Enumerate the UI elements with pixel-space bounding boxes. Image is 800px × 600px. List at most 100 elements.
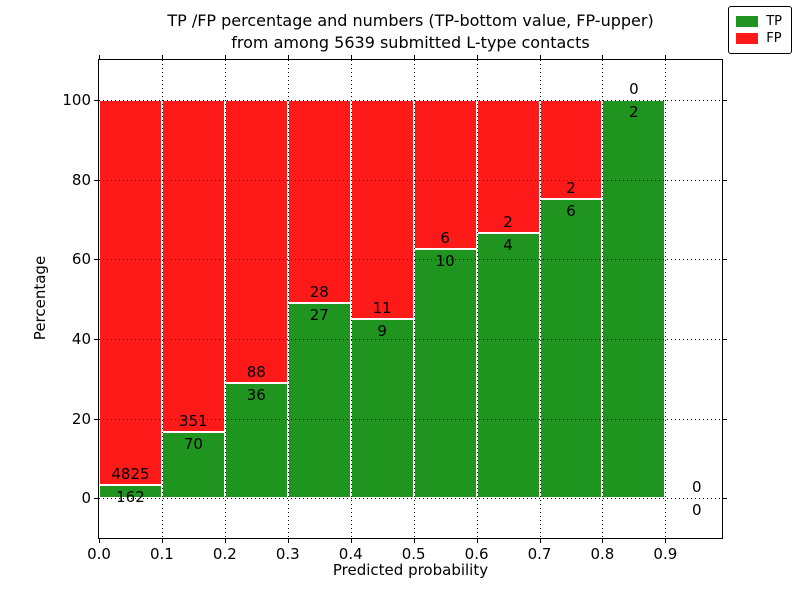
h-gridline xyxy=(99,259,722,261)
fp-bar xyxy=(99,99,162,486)
fp-count-label: 0 xyxy=(629,79,639,98)
x-tick xyxy=(287,539,289,543)
x-tick-top xyxy=(161,55,163,59)
fp-count-label: 4825 xyxy=(111,465,150,484)
x-tick xyxy=(602,539,604,543)
y-tick-label: 20 xyxy=(71,409,91,428)
fp-count-label: 0 xyxy=(692,478,702,497)
fp-swatch-icon xyxy=(736,33,759,44)
h-gridline xyxy=(99,418,722,420)
legend-item-tp: TP xyxy=(736,14,782,29)
tp-count-label: 70 xyxy=(183,434,203,453)
x-tick-label: 0.9 xyxy=(653,545,678,563)
fp-count-label: 6 xyxy=(440,229,450,248)
fp-count-label: 2 xyxy=(503,212,513,231)
x-tick-top xyxy=(350,55,352,59)
figure-title-line2: from among 5639 submitted L-type contact… xyxy=(231,33,590,52)
x-tick-label: 0.7 xyxy=(527,545,552,563)
x-tick xyxy=(224,539,226,543)
v-gridline xyxy=(413,60,415,538)
x-tick-label: 0.5 xyxy=(401,545,426,563)
x-tick xyxy=(476,539,478,543)
x-tick xyxy=(539,539,541,543)
v-gridline xyxy=(602,60,604,538)
y-tick xyxy=(94,498,98,500)
fp-bar xyxy=(350,99,414,319)
tp-count-label: 0 xyxy=(692,501,702,520)
x-tick-top xyxy=(99,55,100,59)
y-tick xyxy=(94,338,98,340)
y-tick xyxy=(94,99,98,101)
legend-label-tp: TP xyxy=(766,14,782,29)
tp-bar xyxy=(161,431,225,499)
fp-bar xyxy=(476,99,540,233)
fp-bar xyxy=(161,99,225,432)
x-axis-label: Predicted probability xyxy=(332,561,489,579)
h-gridline xyxy=(99,338,722,340)
x-tick xyxy=(665,539,667,543)
x-tick-top xyxy=(287,55,289,59)
x-tick xyxy=(413,539,415,543)
y-axis-label: Percentage xyxy=(31,255,49,341)
fp-count-label: 11 xyxy=(372,298,392,317)
y-tick xyxy=(94,179,98,181)
fp-bar xyxy=(287,99,351,303)
x-tick xyxy=(99,539,100,543)
tp-count-label: 6 xyxy=(566,202,576,221)
x-tick-top xyxy=(476,55,478,59)
figure-title: TP /FP percentage and numbers (TP-bottom… xyxy=(98,10,723,54)
x-tick-top xyxy=(602,55,604,59)
tp-bar xyxy=(413,249,477,499)
x-tick xyxy=(161,539,163,543)
fp-count-label: 351 xyxy=(179,411,208,430)
y-tick-label: 60 xyxy=(71,250,91,269)
y-tick-right xyxy=(723,179,727,181)
tp-bar xyxy=(476,232,540,499)
x-tick xyxy=(350,539,352,543)
tp-bar xyxy=(287,302,351,499)
legend-label-fp: FP xyxy=(766,31,782,46)
tp-count-label: 27 xyxy=(309,305,329,324)
tp-count-label: 36 xyxy=(246,385,266,404)
figure-title-line1: TP /FP percentage and numbers (TP-bottom… xyxy=(167,11,654,30)
v-gridline xyxy=(539,60,541,538)
y-tick-right xyxy=(723,418,727,420)
v-gridline xyxy=(224,60,226,538)
fp-count-label: 88 xyxy=(246,362,266,381)
x-tick-label: 0.3 xyxy=(275,545,300,563)
x-tick-top xyxy=(665,55,667,59)
fp-bar xyxy=(224,99,288,383)
v-gridline xyxy=(665,60,667,538)
y-tick-label: 100 xyxy=(62,90,91,109)
fp-bar xyxy=(413,99,477,250)
y-tick-label: 40 xyxy=(71,329,91,348)
v-gridline xyxy=(350,60,352,538)
y-tick-label: 0 xyxy=(81,489,91,508)
y-tick-label: 80 xyxy=(71,170,91,189)
x-tick-top xyxy=(413,55,415,59)
tp-count-label: 4 xyxy=(503,235,513,254)
tp-count-label: 162 xyxy=(116,488,145,507)
tp-count-label: 10 xyxy=(435,252,455,271)
tp-bar xyxy=(602,99,666,499)
tp-count-label: 9 xyxy=(377,321,387,340)
legend: TP FP xyxy=(728,6,792,54)
y-tick-right xyxy=(723,99,727,101)
x-tick-label: 0.4 xyxy=(338,545,363,563)
tp-bar xyxy=(350,318,414,499)
fp-count-label: 2 xyxy=(566,179,576,198)
tp-swatch-icon xyxy=(736,16,759,27)
x-tick-label: 0.0 xyxy=(87,545,111,563)
y-tick-right xyxy=(723,338,727,340)
y-tick xyxy=(94,418,98,420)
legend-item-fp: FP xyxy=(736,31,782,46)
plot-area: 0 20 40 60 80 100 0.0 0.1 0.2 0.3 0.4 0.5 0.6 0.7 0.8 0… xyxy=(62,55,727,563)
tp-bar xyxy=(99,485,162,499)
x-tick-top xyxy=(539,55,541,59)
tp-bar xyxy=(539,199,603,499)
y-tick-right xyxy=(723,498,727,500)
h-gridline xyxy=(99,179,722,181)
v-gridline xyxy=(161,60,163,538)
x-tick-label: 0.8 xyxy=(590,545,615,563)
